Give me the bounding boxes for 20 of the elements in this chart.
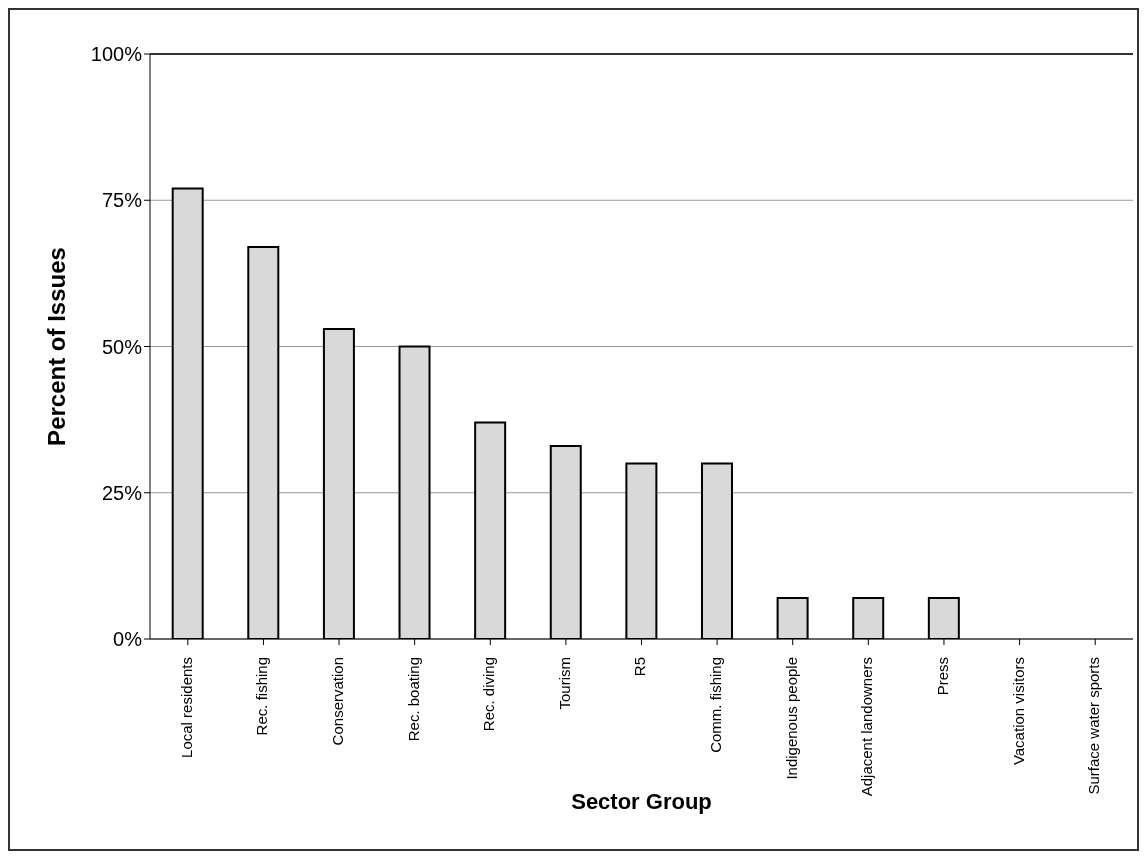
y-tick-label: 100%	[90, 43, 143, 66]
x-axis-title: Sector Group	[571, 789, 712, 814]
x-tick-label: Local residents	[177, 657, 195, 758]
x-tick-label: Comm. fishing	[707, 657, 725, 753]
y-tick-label: 75%	[101, 189, 143, 212]
x-tick-label: Tourism	[555, 657, 573, 710]
y-tick-label: 50%	[101, 335, 143, 358]
x-tick-label: Rec. fishing	[253, 657, 271, 736]
y-tick-label: 0%	[113, 628, 143, 651]
y-axis-title: Percent of Issues	[42, 247, 70, 446]
x-tick-label: Rec. diving	[480, 657, 498, 732]
x-tick-label: Adjacent landowners	[858, 657, 876, 797]
x-tick-label: Press	[933, 657, 951, 696]
x-tick-label: Indigenous people	[782, 657, 800, 780]
x-tick-label: R5	[631, 657, 649, 677]
x-tick-label: Conservation	[329, 657, 347, 746]
x-tick-label: Rec. boating	[404, 657, 422, 742]
y-tick-label: 25%	[101, 481, 143, 504]
x-tick-label: Surface water sports	[1085, 657, 1103, 795]
x-tick-label: Vacation visitors	[1009, 657, 1027, 766]
